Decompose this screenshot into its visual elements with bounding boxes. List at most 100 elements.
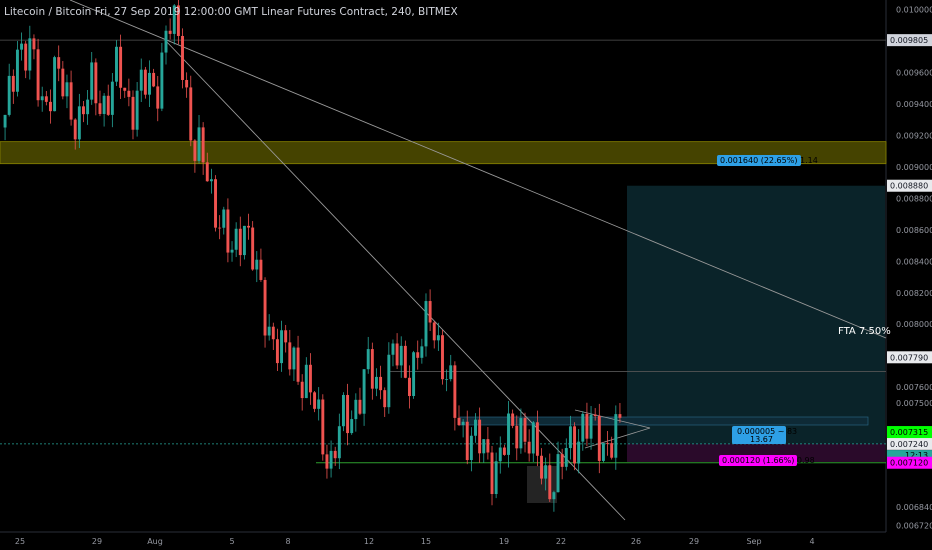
candle-body xyxy=(325,454,329,469)
candle-body xyxy=(73,119,77,140)
trendline-short xyxy=(164,39,626,521)
candle-body xyxy=(77,106,81,140)
chart-header: Litecoin / Bitcoin Fri, 27 Sep 2019 12:0… xyxy=(4,6,458,18)
candle-body xyxy=(156,86,160,109)
stop-area xyxy=(627,443,885,462)
candle-body xyxy=(511,413,515,426)
header-interval[interactable]: 240 xyxy=(391,6,412,18)
candle-body xyxy=(614,414,618,458)
entry-price-tag-bg xyxy=(887,437,932,450)
candle-body xyxy=(36,49,40,101)
candle-body xyxy=(271,326,275,340)
low-price-tag-bg xyxy=(887,426,932,439)
candle-body xyxy=(535,422,539,456)
time-tick-label: 5 xyxy=(229,537,234,546)
candle-body xyxy=(189,87,193,141)
time-tick-label: 29 xyxy=(689,537,699,546)
candle-body xyxy=(57,57,61,69)
price-tick-label: 0.006720 xyxy=(896,522,932,531)
candle-body xyxy=(610,443,614,458)
candle-body xyxy=(308,364,312,393)
candle-body xyxy=(284,330,288,343)
candle-body xyxy=(119,46,123,88)
candle-body xyxy=(556,454,560,493)
candle-body xyxy=(490,452,494,495)
stop-price-tag: 0.007120 xyxy=(890,459,928,468)
time-tick-label: 15 xyxy=(421,537,431,546)
low-price-tag: 0.007315 xyxy=(890,428,928,437)
candle-body xyxy=(148,72,151,95)
candle-body xyxy=(86,99,90,115)
price-tick-label: 0.010000 xyxy=(896,5,932,14)
candle-body xyxy=(597,416,601,461)
header-date: Fri, 27 Sep 2019 12:00:00 GMT xyxy=(94,6,258,18)
candle-body xyxy=(288,342,292,370)
candle-body xyxy=(32,38,36,50)
candle-body xyxy=(453,365,457,418)
candle-body xyxy=(573,426,577,464)
candle-body xyxy=(564,448,568,467)
candle-body xyxy=(247,225,250,228)
entry-info-bg xyxy=(732,426,786,444)
candle-body xyxy=(387,354,391,408)
candle-body xyxy=(441,335,444,380)
price-tick-label: 0.009400 xyxy=(896,100,932,109)
candle-body xyxy=(131,96,135,130)
candle-body xyxy=(502,447,506,455)
fta-price-tag-bg xyxy=(887,351,932,364)
candle-body xyxy=(618,414,622,418)
candle-body xyxy=(313,392,317,409)
candle-body xyxy=(11,75,15,92)
candle-body xyxy=(469,435,473,461)
price-tick-label: 0.007600 xyxy=(896,383,932,392)
stop-price-tag-bg xyxy=(887,456,932,469)
candle-body xyxy=(432,322,436,341)
candle-body xyxy=(519,418,523,449)
candle-body xyxy=(127,90,131,97)
candle-body xyxy=(507,413,510,455)
candles xyxy=(3,0,622,512)
target-info-bg xyxy=(717,155,801,166)
candle-body xyxy=(226,209,230,253)
candle-body xyxy=(560,454,564,467)
candle-body xyxy=(234,228,238,250)
candle-body xyxy=(110,81,114,115)
candle-body xyxy=(341,394,345,427)
candle-body xyxy=(379,376,383,391)
candle-body xyxy=(412,352,416,397)
candle-body xyxy=(201,127,205,163)
triangle-lower xyxy=(584,427,651,449)
candle-body xyxy=(106,95,110,115)
countdown-label: 12:13 xyxy=(905,451,928,460)
candle-body xyxy=(20,43,24,50)
candle-body xyxy=(267,326,271,336)
candle-body xyxy=(251,227,255,270)
candle-body xyxy=(329,450,333,469)
candle-body xyxy=(395,343,399,366)
candle-body xyxy=(428,301,432,323)
candle-body xyxy=(275,339,279,364)
candle-body xyxy=(259,259,263,280)
candle-body xyxy=(152,72,156,87)
candle-body xyxy=(589,414,593,439)
time-tick-label: 25 xyxy=(15,537,25,546)
candle-body xyxy=(48,101,52,112)
candle-body xyxy=(601,443,605,461)
candle-body xyxy=(28,38,32,71)
candle-body xyxy=(65,82,69,97)
supply-zone xyxy=(0,141,887,165)
candle-body xyxy=(263,279,267,336)
price-tick-label: 0.008400 xyxy=(896,257,932,266)
candle-body xyxy=(82,106,85,115)
candle-body xyxy=(461,421,465,426)
candle-body xyxy=(403,345,407,378)
candle-body xyxy=(420,346,424,358)
candle-body xyxy=(544,465,548,479)
symbol-name[interactable]: Litecoin / Bitcoin xyxy=(4,6,92,18)
candle-body xyxy=(474,419,477,436)
price-tick-label: 0.007500 xyxy=(896,399,932,408)
candle-body xyxy=(366,349,370,370)
candle-body xyxy=(90,62,94,100)
